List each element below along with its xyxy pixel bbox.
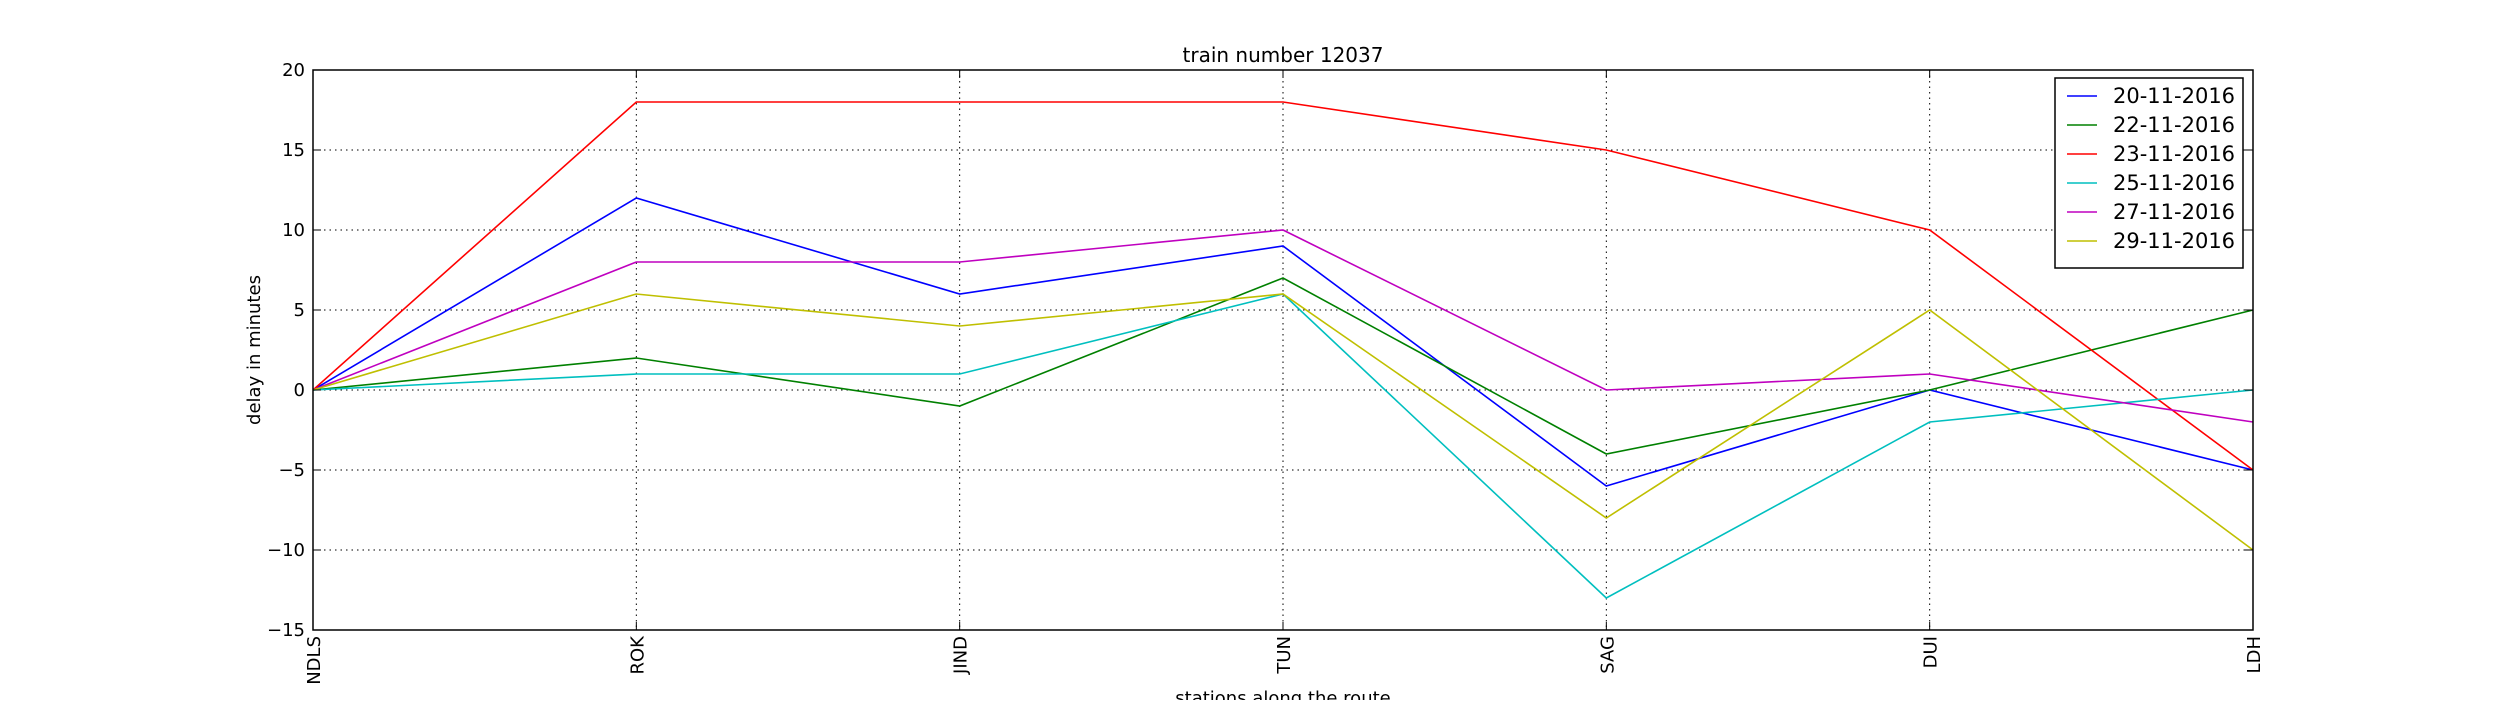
series-layer xyxy=(312,101,2254,599)
y-tick-label: −10 xyxy=(267,540,305,561)
x-axis-label: stations along the route xyxy=(1175,688,1390,700)
legend-label: 29-11-2016 xyxy=(2113,229,2235,253)
tick-layer: −15 −10 −5 0 5 10 15 20 NDLS ROK JIND TUN SAG DUI LDH xyxy=(267,60,2265,685)
y-tick-label: 5 xyxy=(294,300,305,321)
legend-label: 27-11-2016 xyxy=(2113,200,2235,224)
x-tick-label: ROK xyxy=(627,635,648,675)
y-axis-label: delay in minutes xyxy=(244,275,265,425)
y-tick-label: −15 xyxy=(267,620,305,641)
series-line xyxy=(312,101,2254,471)
x-tick-label: TUN xyxy=(1274,636,1295,675)
legend-label: 22-11-2016 xyxy=(2113,113,2235,137)
y-tick-label: 20 xyxy=(282,60,305,81)
x-tick-label: JIND xyxy=(951,636,972,675)
legend-label: 23-11-2016 xyxy=(2113,142,2235,166)
y-tick-label: 0 xyxy=(294,380,305,401)
legend-label: 25-11-2016 xyxy=(2113,171,2235,195)
x-tick-label: DUI xyxy=(1921,636,1942,668)
legend-label: 20-11-2016 xyxy=(2113,84,2235,108)
chart-title: train number 12037 xyxy=(1183,43,1384,67)
x-tick-label: LDH xyxy=(2244,636,2265,673)
x-tick-label: SAG xyxy=(1597,636,1618,674)
legend: 20-11-2016 22-11-2016 23-11-2016 25-11-2016… xyxy=(2054,77,2244,269)
legend-box xyxy=(2054,77,2244,269)
y-tick-label: 15 xyxy=(282,140,305,161)
series-line xyxy=(312,277,2254,455)
series-line xyxy=(312,293,2254,551)
grid-layer xyxy=(312,69,2254,631)
x-tick-label: NDLS xyxy=(304,636,325,685)
y-tick-label: 10 xyxy=(282,220,305,241)
series-line xyxy=(312,229,2254,423)
y-tick-label: −5 xyxy=(278,460,305,481)
